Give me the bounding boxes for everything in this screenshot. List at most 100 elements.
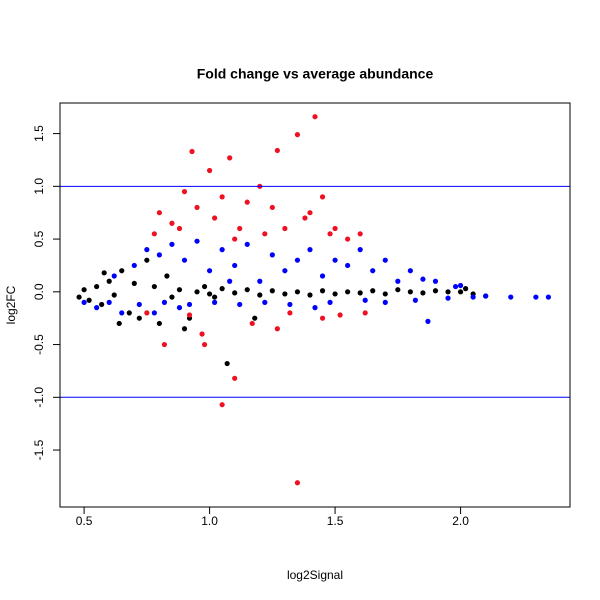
point xyxy=(144,310,150,316)
point xyxy=(307,292,313,298)
point xyxy=(420,276,426,282)
point xyxy=(169,241,175,247)
point xyxy=(312,114,318,120)
point xyxy=(457,289,464,295)
y-tick-label: -1.5 xyxy=(32,439,46,460)
point xyxy=(194,289,200,295)
point xyxy=(169,294,175,300)
point xyxy=(357,247,363,253)
point xyxy=(274,326,280,332)
point xyxy=(219,286,225,292)
point xyxy=(345,236,351,242)
point xyxy=(470,294,476,300)
point xyxy=(181,257,188,263)
point xyxy=(357,231,363,237)
point xyxy=(219,402,225,408)
point xyxy=(212,299,218,305)
point xyxy=(156,210,162,216)
point xyxy=(206,291,213,297)
point xyxy=(345,262,351,269)
y-tick-label: -1.0 xyxy=(32,387,46,408)
point xyxy=(224,360,230,367)
point xyxy=(533,294,539,300)
point xyxy=(452,283,459,290)
x-tick-label: 1.0 xyxy=(201,514,218,528)
point xyxy=(382,299,388,305)
point xyxy=(307,210,313,216)
point xyxy=(156,252,162,258)
point xyxy=(194,238,200,244)
point xyxy=(282,268,288,274)
point xyxy=(445,289,451,295)
point xyxy=(382,291,388,297)
point xyxy=(156,320,162,327)
point xyxy=(327,231,333,237)
point xyxy=(219,247,225,253)
point xyxy=(76,294,82,300)
y-axis-label: log2FC xyxy=(4,285,18,324)
point xyxy=(161,341,168,348)
point xyxy=(212,215,218,221)
point xyxy=(189,148,195,155)
point xyxy=(237,301,243,308)
point xyxy=(395,287,401,293)
point xyxy=(206,268,213,274)
point xyxy=(227,155,233,161)
point xyxy=(302,215,308,221)
point xyxy=(382,257,388,263)
point xyxy=(126,310,132,316)
point xyxy=(287,310,293,316)
point xyxy=(81,299,87,305)
point xyxy=(164,273,170,279)
point xyxy=(332,291,338,297)
point xyxy=(407,289,413,295)
point xyxy=(176,305,183,311)
point xyxy=(244,241,250,247)
point xyxy=(257,278,263,284)
point xyxy=(106,299,112,305)
x-tick-label: 1.5 xyxy=(327,514,344,528)
point xyxy=(345,289,351,295)
point xyxy=(445,295,451,301)
point xyxy=(327,299,333,305)
point xyxy=(249,320,255,327)
x-tick-label: 0.5 xyxy=(76,514,93,528)
point xyxy=(294,257,301,263)
point xyxy=(269,288,275,294)
point xyxy=(176,225,183,232)
y-tick-label: 0.5 xyxy=(32,230,46,247)
point xyxy=(294,289,301,295)
point xyxy=(508,294,514,300)
point xyxy=(262,299,268,305)
y-tick-label: -0.5 xyxy=(32,334,46,355)
point xyxy=(94,283,100,290)
point xyxy=(232,262,238,269)
point xyxy=(269,252,275,258)
point xyxy=(181,189,188,195)
point xyxy=(94,305,100,311)
point xyxy=(362,297,368,303)
point xyxy=(206,167,213,174)
y-tick-label: 1.5 xyxy=(32,125,46,142)
point xyxy=(244,199,250,205)
point xyxy=(119,310,125,316)
point xyxy=(99,301,105,308)
point xyxy=(252,315,258,321)
point xyxy=(395,278,401,284)
point xyxy=(319,194,326,200)
point xyxy=(412,297,418,303)
point xyxy=(194,204,200,211)
point xyxy=(232,375,238,381)
point xyxy=(219,194,225,200)
point xyxy=(136,315,142,321)
point xyxy=(432,288,439,294)
point xyxy=(199,331,205,337)
plot-frame xyxy=(59,102,571,508)
point xyxy=(370,288,376,294)
point xyxy=(201,341,208,348)
point xyxy=(319,288,326,294)
point xyxy=(106,278,112,284)
point xyxy=(282,225,288,232)
point xyxy=(287,301,293,308)
point xyxy=(186,312,193,318)
